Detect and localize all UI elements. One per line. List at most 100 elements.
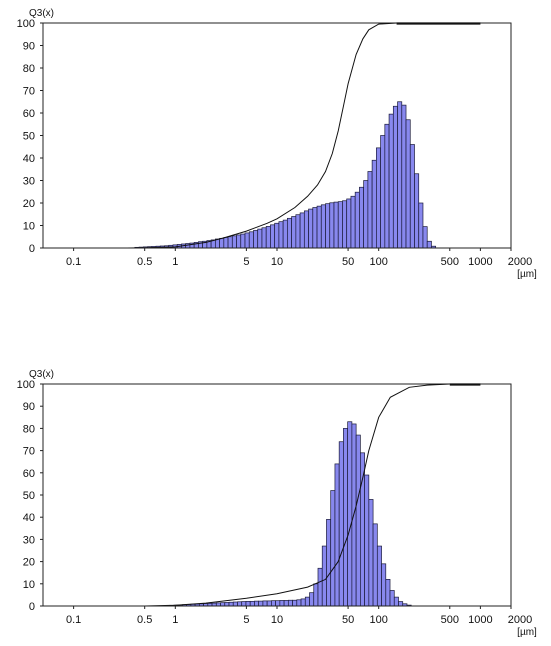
histogram-bar (356, 435, 360, 606)
histogram-bar (389, 114, 393, 248)
histogram-bar (232, 236, 236, 248)
histogram-bar (382, 564, 386, 606)
histogram-bar (414, 174, 418, 248)
histogram-bar (394, 597, 398, 606)
histogram-bar (279, 222, 283, 248)
histogram-bar (249, 232, 253, 248)
histogram-bar (406, 120, 410, 248)
histogram-bar (334, 202, 338, 248)
histogram-bar (359, 187, 363, 248)
plot-frame (43, 23, 511, 248)
histogram-bar (365, 475, 369, 606)
x-axis-label: [µm] (517, 269, 537, 280)
histogram-bar (402, 105, 406, 248)
histogram-bar (254, 601, 258, 606)
histogram-bar (339, 442, 343, 606)
histogram-bar (276, 601, 280, 606)
histogram-bar (343, 428, 347, 606)
histogram-bar (355, 192, 359, 248)
histogram-bar (381, 136, 385, 249)
histogram-bar (427, 241, 431, 248)
histogram-bar (245, 233, 249, 248)
x-tick-label: 10 (271, 614, 283, 626)
histogram-bar (259, 601, 263, 606)
x-tick-label: 500 (441, 614, 459, 626)
histogram-bar (301, 599, 305, 606)
x-tick-label: 500 (441, 256, 459, 268)
histogram-bar (266, 226, 270, 248)
x-tick-label: 0.1 (66, 614, 81, 626)
x-tick-label: 5 (243, 256, 249, 268)
x-tick-label: 5 (243, 614, 249, 626)
histogram-bar (233, 602, 237, 606)
histogram-bar (398, 602, 402, 606)
histogram-bar (419, 203, 423, 248)
histogram-bar (288, 600, 292, 606)
y-tick-label: 40 (23, 153, 35, 165)
histogram-bar (398, 102, 402, 248)
histogram-bar (293, 600, 297, 606)
histogram-bar (321, 205, 325, 248)
y-tick-label: 90 (23, 41, 35, 53)
histogram-bar (284, 600, 288, 606)
histogram-bar (292, 217, 296, 249)
y-tick-label: 100 (17, 18, 35, 30)
x-tick-label: 50 (342, 614, 354, 626)
histogram-bar (423, 227, 427, 248)
histogram-bar (377, 546, 381, 606)
plot-frame (43, 384, 511, 606)
x-tick-label: 0.1 (66, 256, 81, 268)
histogram-bar (241, 234, 245, 248)
histogram-bar (297, 600, 301, 606)
histogram-bar (309, 209, 313, 248)
y-tick-label: 50 (23, 490, 35, 502)
histogram-bar (275, 223, 279, 248)
histogram-bar (368, 172, 372, 249)
histogram-bar (372, 160, 376, 248)
y-tick-label: 40 (23, 512, 35, 524)
histogram-bar (280, 600, 284, 606)
histogram-bar (348, 422, 352, 606)
y-tick-label: 30 (23, 534, 35, 546)
y-tick-label: 60 (23, 468, 35, 480)
histogram-bar (314, 584, 318, 606)
histogram-bar (313, 208, 317, 249)
x-tick-label: 100 (370, 614, 388, 626)
histogram-bar (331, 491, 335, 606)
histogram-bar (364, 181, 368, 249)
y-tick-label: 100 (17, 379, 35, 391)
histogram-bar (369, 499, 373, 606)
histogram-bar (390, 590, 394, 606)
histogram-bar (335, 464, 339, 606)
histogram-bar (296, 215, 300, 248)
histogram-bars (165, 422, 411, 606)
x-tick-label: 10 (271, 256, 283, 268)
x-tick-label: 2000 (508, 256, 532, 268)
histogram-bar (220, 238, 224, 248)
y-tick-label: 20 (23, 557, 35, 569)
x-tick-label: 0.5 (137, 614, 152, 626)
y-tick-label: 50 (23, 131, 35, 143)
histogram-bar (271, 601, 275, 606)
cumulative-curve (145, 384, 481, 606)
histogram-bar (237, 235, 241, 248)
histogram-bar (262, 228, 266, 248)
histogram-bar (300, 213, 304, 248)
histogram-bar (393, 106, 397, 248)
histogram-bar (317, 206, 321, 248)
histogram-bar (347, 199, 351, 248)
x-tick-label: 100 (370, 256, 388, 268)
histogram-bar (385, 124, 389, 248)
histogram-bar (326, 519, 330, 606)
histogram-bar (410, 145, 414, 249)
y-tick-label: 60 (23, 108, 35, 120)
x-tick-label: 1000 (468, 614, 492, 626)
histogram-bar (304, 211, 308, 248)
y-tick-label: 80 (23, 423, 35, 435)
y-axis-label: Q3(x) (29, 369, 54, 380)
histogram-bar (263, 601, 267, 606)
histogram-bar (250, 601, 254, 606)
